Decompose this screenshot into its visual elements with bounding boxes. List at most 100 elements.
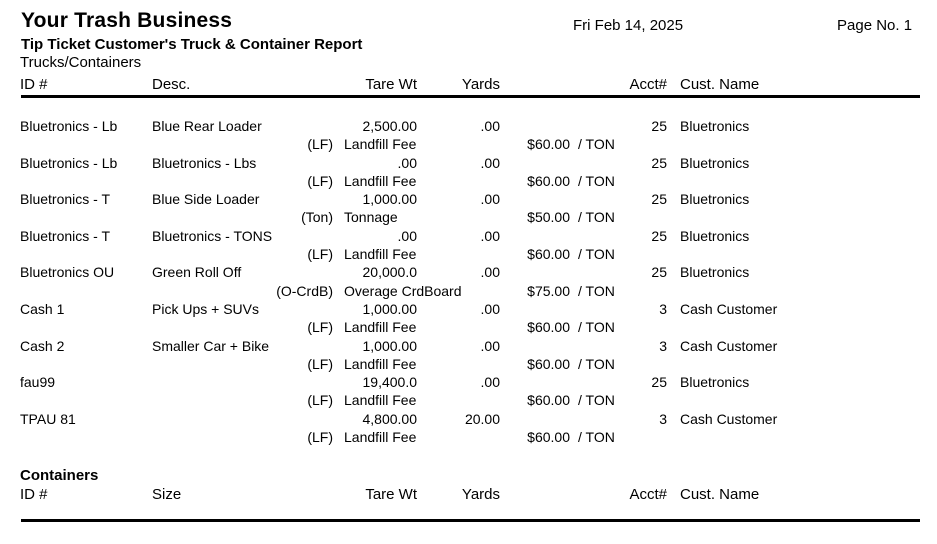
row-gap	[667, 227, 680, 245]
table-fee-subrow: (LF) Landfill Fee $60.00 / TON	[0, 318, 937, 336]
row-tare: .00	[397, 227, 417, 244]
column-header-cust: Cust. Name	[680, 76, 760, 93]
containers-section-label: Containers	[20, 467, 99, 484]
row-cust: Bluetronics	[680, 264, 750, 281]
row-yards: .00	[480, 227, 500, 244]
row-id: TPAU 81	[20, 410, 76, 427]
row-fee-unit: / TON	[578, 355, 615, 372]
row-fee-unit: / TON	[578, 319, 615, 336]
row-tare: 20,000.0	[362, 264, 418, 281]
subrow-spacer	[20, 428, 152, 446]
row-fee-amount: $50.00	[527, 209, 570, 226]
row-gap	[667, 410, 680, 428]
row-cust: Bluetronics	[680, 154, 750, 171]
row-fee-code: (LF)	[307, 392, 333, 409]
row-id: Bluetronics - T	[20, 227, 110, 244]
row-id: Bluetronics - T	[20, 191, 110, 208]
table-row: Bluetronics - Lb Bluetronics - Lbs .00 .…	[0, 154, 937, 172]
row-gap	[667, 190, 680, 208]
row-fee-amount: $60.00	[527, 319, 570, 336]
row-acct: 25	[651, 374, 667, 391]
table-fee-subrow: (LF) Landfill Fee $60.00 / TON	[0, 355, 937, 373]
table-row: Bluetronics - T Blue Side Loader 1,000.0…	[0, 190, 937, 208]
row-fee-code: (LF)	[307, 355, 333, 372]
row-acct: 25	[651, 118, 667, 134]
row-yards: .00	[480, 118, 500, 134]
row-fee-unit: / TON	[578, 172, 615, 189]
trucks-table: Bluetronics - Lb Blue Rear Loader 2,500.…	[0, 117, 937, 446]
row-cust: Cash Customer	[680, 337, 778, 354]
column-header-yards: Yards	[461, 76, 500, 93]
row-gap	[667, 154, 680, 172]
column-header-yards: Yards	[461, 486, 500, 503]
row-desc: Bluetronics - TONS	[152, 227, 273, 244]
row-tare: 1,000.00	[362, 337, 418, 354]
row-fee-unit: / TON	[578, 246, 615, 263]
row-fee-code: (LF)	[307, 429, 333, 446]
row-yards: .00	[480, 154, 500, 171]
row-fee-amount: $60.00	[527, 429, 570, 446]
column-gap	[667, 486, 680, 504]
report-date: Fri Feb 14, 2025	[573, 17, 684, 34]
row-fee-desc: Landfill Fee	[344, 355, 417, 372]
row-tare: 19,400.0	[362, 374, 418, 391]
row-id: Cash 2	[20, 337, 65, 354]
row-desc: Blue Rear Loader	[152, 118, 262, 134]
subrow-spacer	[20, 208, 152, 226]
row-fee-code: (Ton)	[301, 209, 333, 226]
row-tare: 2,500.00	[362, 118, 418, 134]
row-fee-desc: Landfill Fee	[344, 246, 417, 263]
table-row: TPAU 81 4,800.00 20.00 3 Cash Customer	[0, 410, 937, 428]
column-header-tare: Tare Wt	[365, 76, 417, 93]
row-acct: 25	[651, 227, 667, 244]
row-cust: Cash Customer	[680, 300, 778, 317]
table-row: Bluetronics - T Bluetronics - TONS .00 .…	[0, 227, 937, 245]
row-fee-amount: $75.00	[527, 282, 570, 299]
column-header-desc: Desc.	[152, 76, 191, 93]
row-fee-unit: / TON	[578, 209, 615, 226]
row-fee-desc: Overage CrdBoard	[344, 282, 462, 299]
row-fee-code: (LF)	[307, 172, 333, 189]
table-row: Cash 2 Smaller Car + Bike 1,000.00 .00 3…	[0, 337, 937, 355]
column-header-tare: Tare Wt	[365, 486, 417, 503]
page-number: Page No. 1	[837, 17, 913, 34]
table-fee-subrow: (O-CrdB) Overage CrdBoard $75.00 / TON	[0, 282, 937, 300]
row-fee-amount: $60.00	[527, 392, 570, 409]
row-fee-unit: / TON	[578, 136, 615, 153]
row-yards: .00	[480, 300, 500, 317]
row-acct: 3	[659, 300, 667, 317]
row-id: Cash 1	[20, 300, 65, 317]
column-header-id: ID #	[20, 76, 48, 93]
header-divider-line	[21, 95, 920, 98]
column-header-cust: Cust. Name	[680, 486, 760, 503]
row-fee-amount: $60.00	[527, 246, 570, 263]
row-fee-desc: Landfill Fee	[344, 319, 417, 336]
row-gap	[667, 263, 680, 281]
row-cust: Bluetronics	[680, 374, 750, 391]
row-acct: 3	[659, 410, 667, 427]
row-tare: 1,000.00	[362, 191, 418, 208]
row-yards: .00	[480, 374, 500, 391]
company-name: Your Trash Business	[21, 9, 233, 32]
row-id: fau99	[20, 374, 56, 391]
row-desc: Blue Side Loader	[152, 191, 260, 208]
row-yards: 20.00	[464, 410, 500, 427]
row-fee-unit: / TON	[578, 282, 615, 299]
trucks-section-label: Trucks/Containers	[20, 54, 142, 71]
row-id: Bluetronics - Lb	[20, 118, 118, 134]
row-fee-desc: Tonnage	[344, 209, 398, 226]
row-gap	[667, 373, 680, 391]
row-yards: .00	[480, 337, 500, 354]
column-header-id: ID #	[20, 486, 48, 503]
table-fee-subrow: (LF) Landfill Fee $60.00 / TON	[0, 391, 937, 409]
row-fee-code: (O-CrdB)	[276, 282, 333, 299]
column-header-size: Size	[152, 486, 182, 503]
column-header-acct: Acct#	[629, 76, 667, 93]
row-fee-unit: / TON	[578, 392, 615, 409]
row-id: Bluetronics OU	[20, 264, 115, 281]
row-gap	[667, 300, 680, 318]
trucks-header-row: ID # Desc. Tare Wt Yards Acct# Cust. Nam…	[0, 76, 937, 94]
row-desc	[152, 373, 333, 391]
row-tare: 4,800.00	[362, 410, 418, 427]
